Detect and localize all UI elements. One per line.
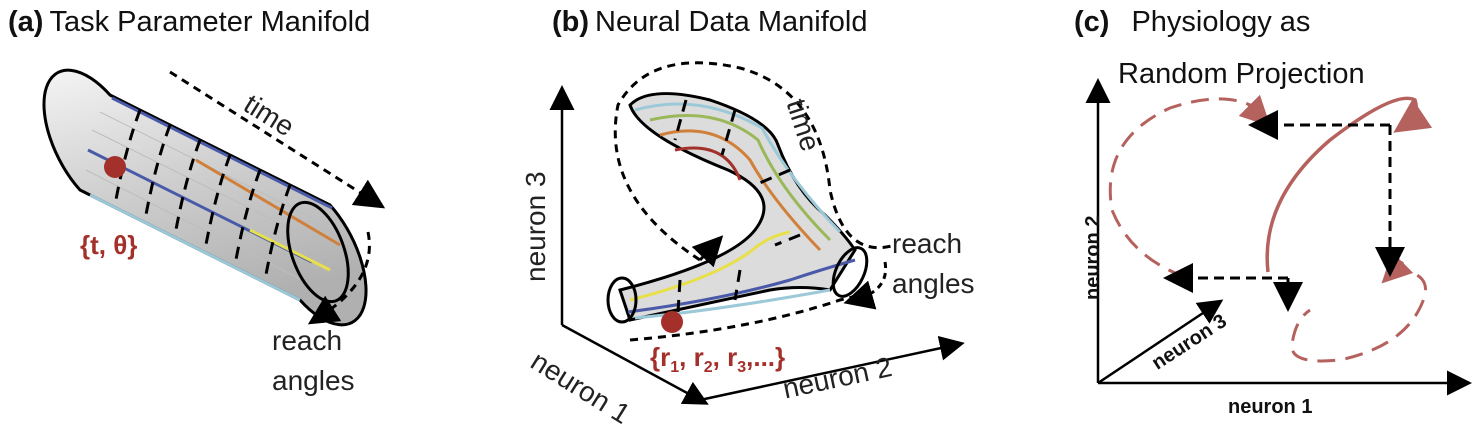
point-label-b: {r1, r2, r3,...}	[650, 342, 785, 377]
panel-a-tag: (a)	[8, 6, 44, 38]
point-label-b-6: ,...}	[746, 342, 786, 372]
panel-c: (c) Physiology as Random Projection neuro…	[1030, 0, 1473, 434]
reach-angles-arrow	[307, 231, 371, 325]
panel-a-title-text: Task Parameter Manifold	[49, 6, 371, 38]
point-label-a: {t, θ}	[80, 230, 138, 260]
axis-label-neuron2-c: neuron 2	[1082, 215, 1104, 300]
panel-a: (a) Task Parameter Manifold	[0, 0, 490, 434]
random-projection-diagram	[1085, 78, 1472, 396]
projection-curve-left	[1108, 97, 1263, 277]
panel-c-tag: (c)	[1074, 6, 1110, 38]
neural-tube-rings	[673, 99, 801, 313]
axis-label-neuron3-b: neuron 3	[520, 171, 551, 282]
projection-curve-solid	[1265, 96, 1433, 273]
neural-point	[661, 311, 683, 333]
stripe-orange	[195, 158, 341, 247]
parameter-point	[104, 156, 126, 178]
stripe-blue-top	[111, 96, 333, 210]
axis-label-neuron1-c: neuron 1	[1228, 396, 1313, 418]
point-label-b-0: {r	[650, 342, 671, 372]
reach-label-b-2: angles	[892, 268, 975, 299]
reach-label-b-1: reach	[892, 228, 963, 259]
neural-axes	[549, 85, 965, 405]
panel-c-title-line2: Random Projection	[1118, 58, 1365, 90]
panel-b: (b) Neural Data Manifold	[500, 0, 1020, 434]
projection-arrows	[1163, 110, 1405, 312]
task-manifold-cylinder	[42, 68, 386, 327]
neural-tube-end-cap	[831, 246, 869, 298]
point-label-b-2: , r	[679, 342, 704, 372]
neural-tube-body	[618, 92, 857, 322]
reach-label-a-2: angles	[272, 365, 355, 396]
cylinder-rings	[113, 109, 292, 281]
point-label-b-1: 1	[670, 359, 680, 377]
stripe-lightblue	[89, 193, 301, 302]
reach-label-a-1: reach	[272, 325, 343, 356]
neural-time-arrow	[613, 61, 896, 262]
projection-axes	[1085, 78, 1472, 396]
point-label-b-5: 3	[737, 359, 747, 377]
neural-tube-stripes	[627, 102, 856, 320]
point-label-b-4: , r	[712, 342, 738, 372]
point-label-b-3: 2	[703, 359, 713, 377]
neural-tube-start-cap	[606, 276, 638, 324]
projection-curve-right	[1290, 268, 1428, 363]
panel-c-title-text1: Physiology as	[1131, 6, 1311, 38]
panel-b-tag: (b)	[552, 6, 590, 38]
panel-b-title-text: Neural Data Manifold	[595, 6, 868, 38]
neural-manifold-diagram	[549, 61, 965, 405]
panel-b-title: (b) Neural Data Manifold	[552, 6, 867, 39]
panel-c-title-line1: (c) Physiology as	[1074, 6, 1310, 39]
neural-reach-arrow	[843, 261, 888, 310]
time-arrow	[169, 70, 386, 209]
panel-a-title: (a) Task Parameter Manifold	[8, 6, 370, 39]
